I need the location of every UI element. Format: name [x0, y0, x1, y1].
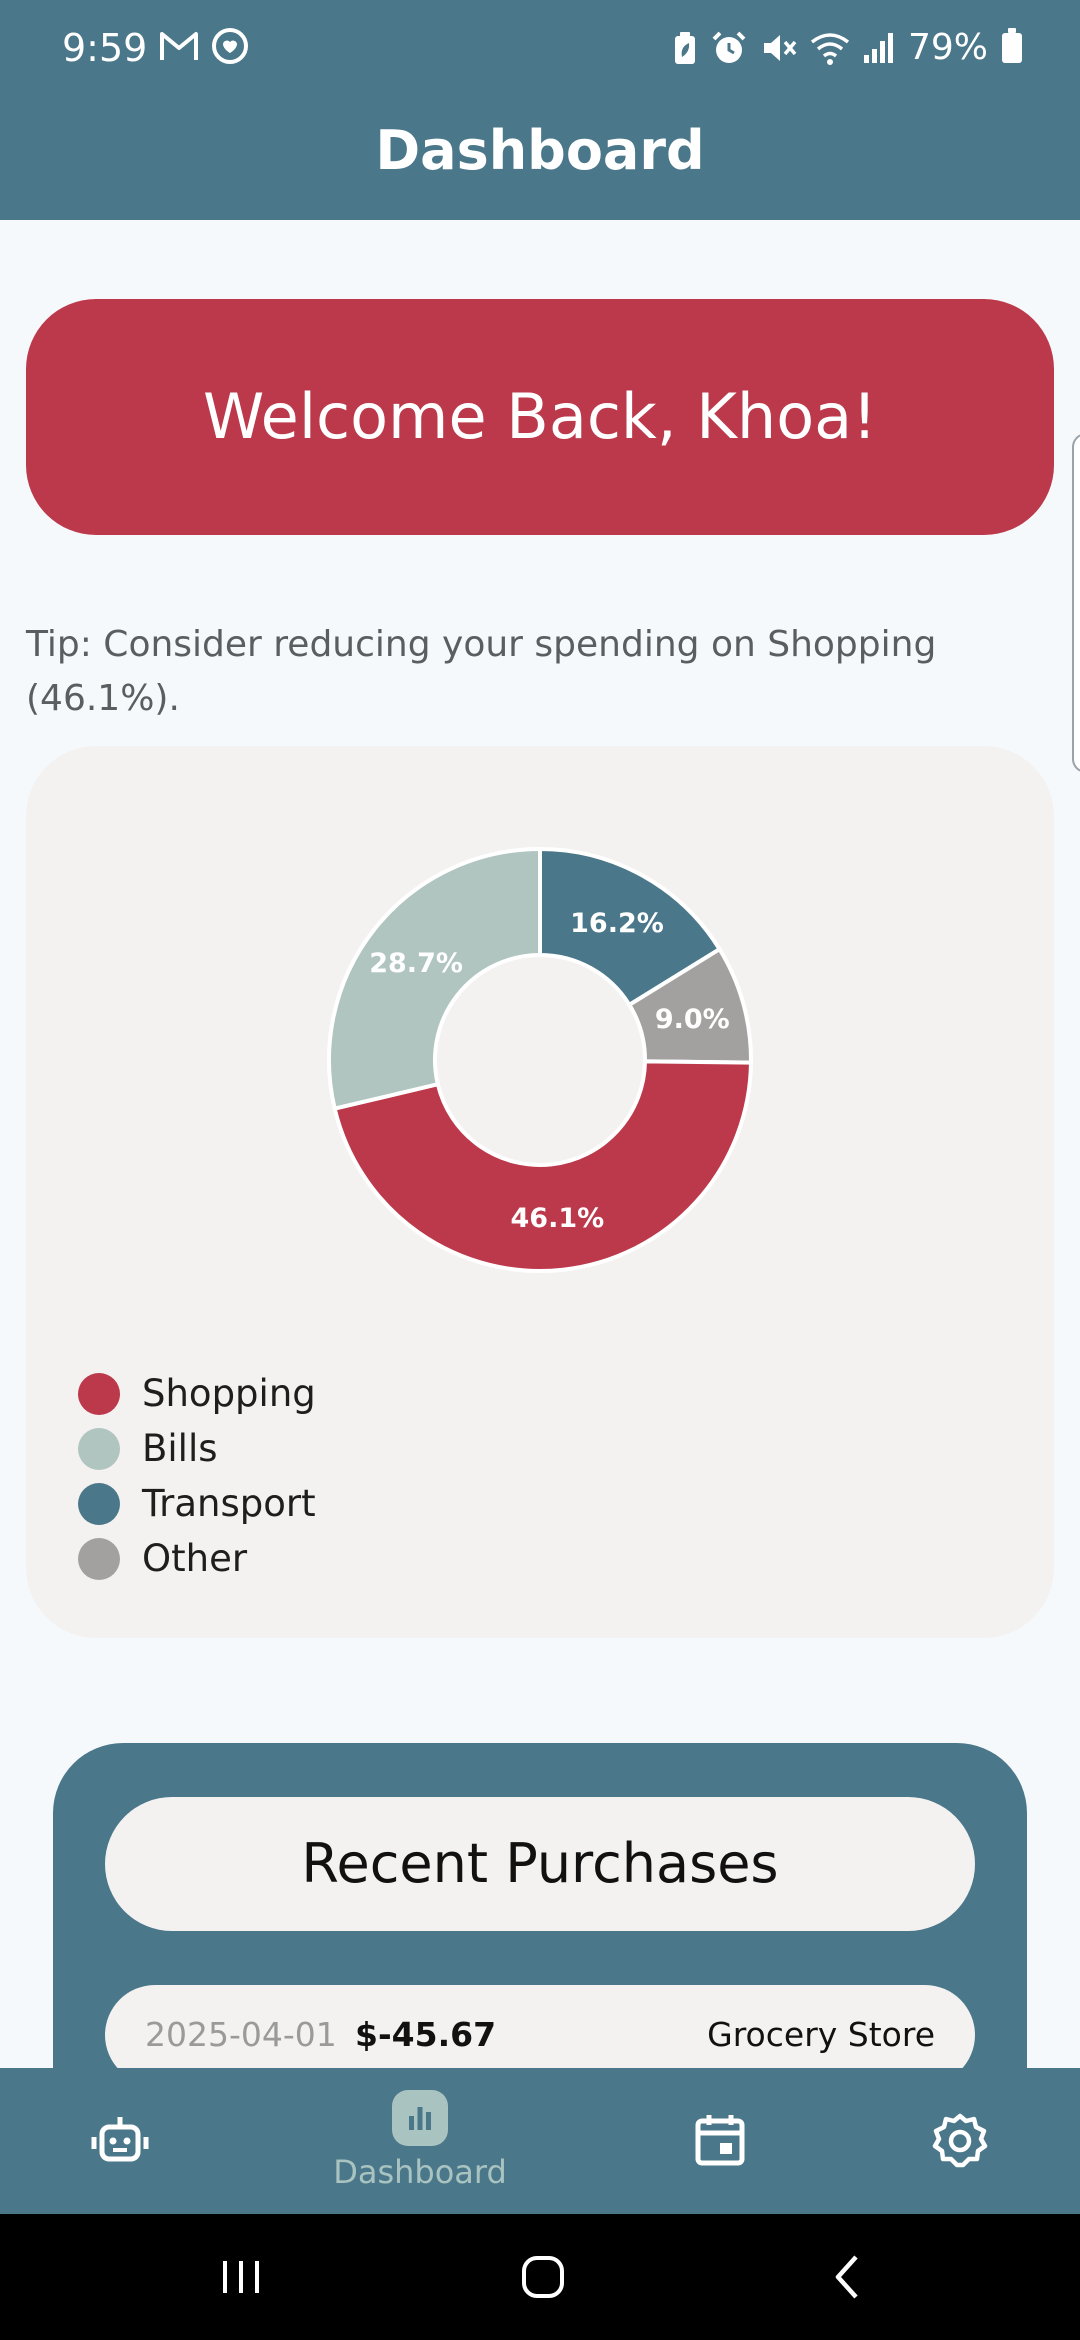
legend-item-bills: Bills: [78, 1421, 316, 1476]
donut-slice-transport: [538, 846, 723, 1008]
legend-swatch: [78, 1427, 120, 1470]
recent-apps-button[interactable]: [206, 2242, 276, 2312]
calendar-icon: [688, 2109, 752, 2173]
app-bar: Dashboard: [0, 96, 1080, 220]
home-icon: [522, 2256, 564, 2298]
chart-legend: Shopping Bills Transport Other: [78, 1366, 316, 1586]
nav-item-assistant[interactable]: [80, 2068, 160, 2214]
legend-item-shopping: Shopping: [78, 1366, 316, 1421]
back-icon: [835, 2255, 858, 2299]
status-bar: 9:59: [0, 0, 1080, 96]
status-right-icons: 79%: [672, 24, 1022, 72]
bar-chart-icon: [392, 2090, 448, 2146]
nav-item-settings[interactable]: [928, 2068, 992, 2214]
legend-swatch: [78, 1482, 120, 1525]
mute-icon: [763, 35, 797, 61]
status-time: 9:59: [62, 26, 148, 70]
battery-icon: [1002, 28, 1022, 63]
spending-tip: Tip: Consider reducing your spending on …: [26, 624, 937, 719]
legend-label: Transport: [142, 1481, 316, 1525]
home-button[interactable]: [508, 2242, 578, 2312]
alarm-icon: [712, 31, 746, 63]
purchase-date: 2025-04-01: [145, 2015, 337, 2054]
wifi-icon: [810, 33, 850, 65]
nav-label-dashboard: Dashboard: [333, 2153, 507, 2191]
page-title: Dashboard: [375, 119, 705, 182]
gmail-icon: [160, 32, 198, 60]
legend-label: Other: [142, 1536, 248, 1580]
system-navigation-bar: [0, 2214, 1080, 2340]
settings-icon: [928, 2109, 992, 2173]
legend-swatch: [78, 1372, 120, 1415]
legend-swatch: [78, 1537, 120, 1580]
spending-chart-card: 16.2% 9.0% 46.1% 28.7% Shopping Bills Transpo…: [26, 746, 1054, 1638]
back-button[interactable]: [812, 2242, 882, 2312]
legend-item-transport: Transport: [78, 1476, 316, 1531]
donut-label-transport: 16.2%: [570, 908, 664, 939]
battery-saver-icon: [674, 32, 695, 64]
legend-item-other: Other: [78, 1531, 316, 1586]
signal-icon: [863, 33, 893, 63]
legend-label: Shopping: [142, 1371, 316, 1415]
purchase-merchant: Grocery Store: [707, 2015, 935, 2054]
battery-level: 79%: [907, 27, 988, 68]
status-left-icons: [158, 26, 250, 66]
recent-purchases-header: Recent Purchases: [105, 1797, 975, 1931]
donut-slice-bills: [327, 846, 542, 1112]
nav-item-calendar[interactable]: [688, 2068, 752, 2214]
welcome-text: Welcome Back, Khoa!: [203, 380, 877, 453]
purchase-amount: $-45.67: [355, 2015, 497, 2054]
spending-donut-chart: 16.2% 9.0% 46.1% 28.7%: [327, 846, 754, 1273]
legend-label: Bills: [142, 1426, 218, 1470]
bottom-navigation: Dashboard: [0, 2068, 1080, 2214]
scroll-handle[interactable]: [1072, 433, 1080, 773]
donut-slice-shopping: [332, 1059, 754, 1273]
robot-icon: [88, 2109, 152, 2173]
donut-label-other: 9.0%: [655, 1004, 730, 1035]
health-icon: [212, 28, 248, 64]
recent-apps-icon: [223, 2261, 259, 2293]
recent-purchases-title: Recent Purchases: [301, 1832, 779, 1895]
nav-item-dashboard[interactable]: Dashboard: [320, 2068, 520, 2214]
donut-label-bills: 28.7%: [369, 948, 463, 979]
welcome-card: Welcome Back, Khoa!: [26, 299, 1054, 535]
donut-label-shopping: 46.1%: [511, 1203, 605, 1234]
